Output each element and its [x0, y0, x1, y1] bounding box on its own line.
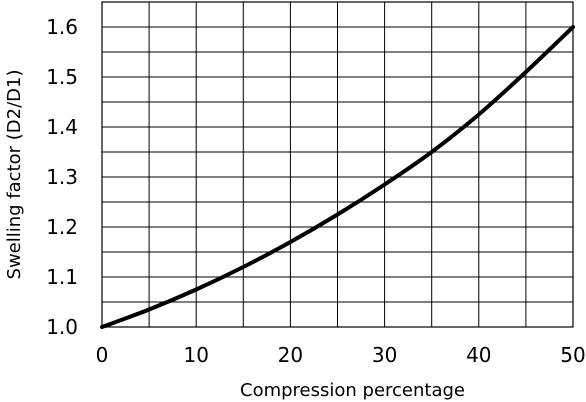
y-tick-label: 1.3 [46, 165, 78, 189]
swelling-curve-line [100, 25, 575, 329]
x-tick-label: 20 [278, 343, 303, 367]
y-tick-label: 1.0 [46, 315, 78, 339]
y-axis-ticks: 1.0 1.1 1.2 1.3 1.4 1.5 1.6 [46, 15, 78, 339]
chart-grid [102, 2, 573, 327]
x-tick-label: 30 [372, 343, 397, 367]
x-tick-label: 50 [560, 343, 585, 367]
plot-frame [101, 1, 574, 328]
y-tick-label: 1.6 [46, 15, 78, 39]
x-tick-label: 0 [96, 343, 109, 367]
y-tick-label: 1.1 [46, 265, 78, 289]
x-axis-label: Compression percentage [240, 380, 465, 401]
y-tick-label: 1.2 [46, 215, 78, 239]
x-tick-label: 10 [183, 343, 208, 367]
x-tick-label: 40 [466, 343, 491, 367]
y-tick-label: 1.4 [46, 115, 78, 139]
y-tick-label: 1.5 [46, 65, 78, 89]
x-axis-ticks: 0 10 20 30 40 50 [96, 343, 586, 367]
y-axis-label: Swelling factor (D2/D1) [4, 70, 25, 280]
